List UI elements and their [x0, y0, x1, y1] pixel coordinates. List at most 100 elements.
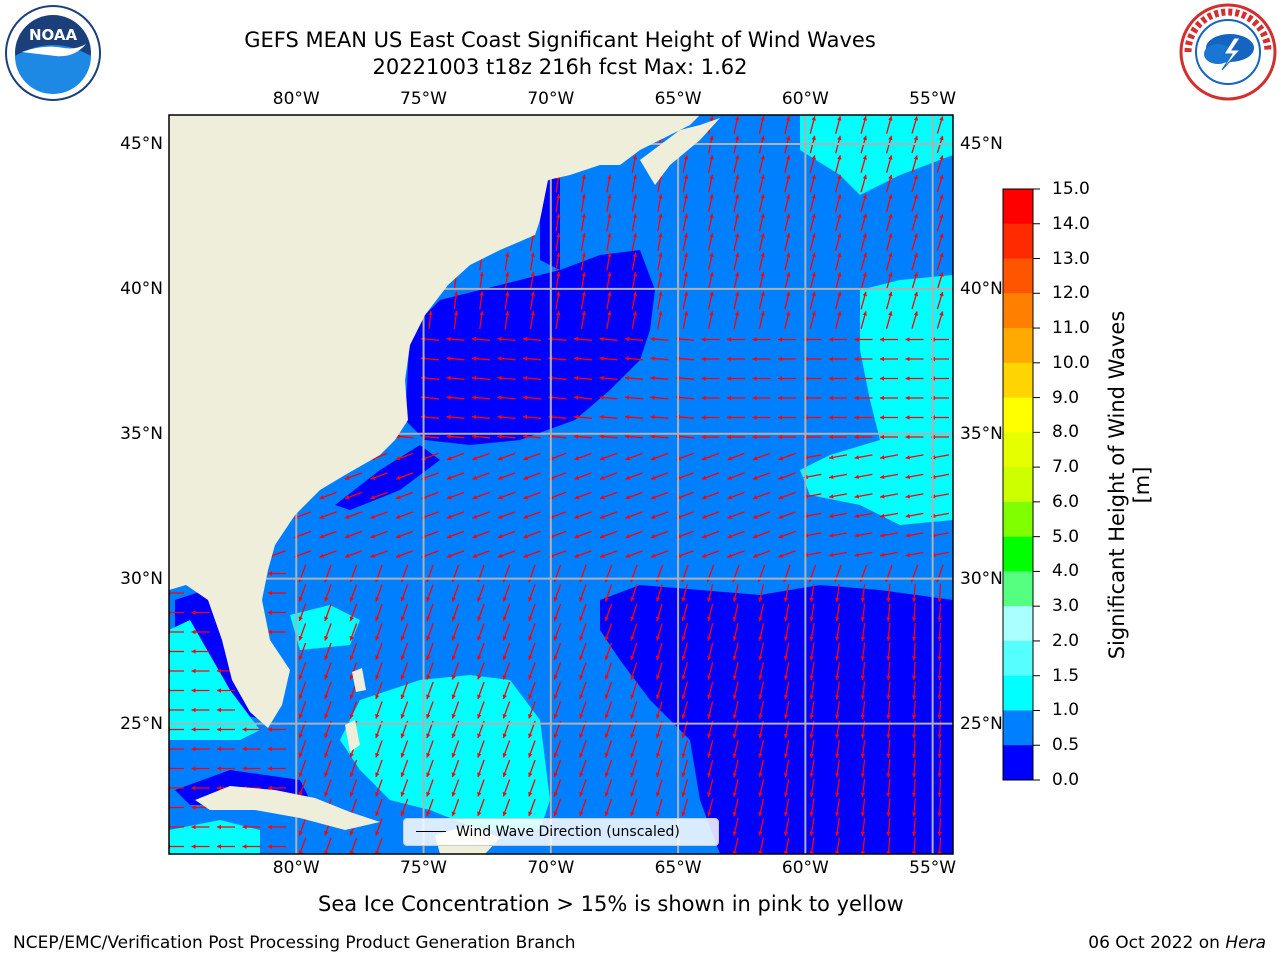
wave-direction-arrowhead [370, 514, 376, 519]
wave-direction-arrowhead [217, 844, 221, 849]
wave-direction-arrowhead [324, 830, 329, 836]
wave-direction-arrowhead [732, 733, 737, 739]
wave-direction-arrowhead [811, 291, 816, 297]
wave-direction-arrowhead [732, 655, 737, 661]
wave-direction-arrowhead [835, 597, 840, 602]
wave-direction-arrowhead [939, 233, 944, 238]
wave-direction-arrowhead [630, 772, 635, 777]
wave-direction-arrowhead [752, 395, 757, 401]
wave-direction-arrowhead [472, 414, 477, 420]
wave-direction-arrowhead [837, 174, 842, 180]
wave-direction-arrowhead [758, 655, 763, 661]
wave-direction-arrowhead [523, 395, 528, 400]
wave-direction-arrowhead [760, 135, 765, 141]
wave-direction-arrowhead [574, 456, 580, 461]
wave-direction-arrowhead [607, 252, 612, 257]
wave-direction-arrowhead [599, 336, 604, 342]
wave-direction-arrowhead [604, 811, 609, 816]
wave-direction-arrowhead [349, 713, 354, 719]
wave-direction-arrowhead [472, 553, 478, 558]
wave-direction-arrowhead [732, 811, 737, 817]
wave-direction-arrowhead [528, 752, 533, 758]
lat-tick-label: 30°N [960, 568, 1003, 589]
wave-direction-arrowhead [862, 135, 867, 141]
wave-direction-arrowhead [472, 495, 478, 500]
wave-direction-arrowhead [732, 831, 737, 836]
lat-tick-label: 45°N [120, 133, 163, 154]
wave-direction-arrowhead [683, 272, 689, 277]
wave-direction-arrowhead [735, 174, 740, 180]
wave-direction-arrowhead [477, 811, 482, 816]
wave-direction-arrowhead [396, 456, 401, 461]
wave-direction-arrowhead [880, 434, 884, 440]
wave-direction-arrowhead [939, 252, 944, 258]
wave-direction-arrowhead [707, 636, 712, 641]
map-area [169, 115, 953, 854]
wave-direction-arrowhead [630, 753, 635, 758]
wave-direction-arrowhead [375, 772, 380, 777]
wave-direction-arrowhead [681, 597, 686, 602]
wave-direction-arrowhead [727, 534, 733, 539]
wave-direction-arrowhead [939, 272, 944, 277]
wave-direction-arrowhead [472, 434, 477, 439]
wave-direction-arrowhead [574, 475, 580, 480]
wave-direction-arrowhead [217, 688, 221, 693]
wave-direction-arrowhead [829, 356, 833, 362]
wave-direction-arrowhead [709, 291, 714, 297]
wave-direction-arrowhead [502, 791, 507, 797]
wave-direction-arrowhead [913, 311, 918, 316]
wave-direction-arrowhead [727, 376, 731, 381]
wave-direction-arrowhead [683, 291, 689, 297]
wave-direction-arrowhead [783, 656, 789, 661]
wave-direction-arrowhead [502, 772, 507, 777]
wave-direction-arrowhead [854, 395, 859, 401]
wave-direction-arrowhead [319, 553, 325, 558]
wave-direction-arrowhead [242, 844, 247, 849]
wave-direction-arrowhead [809, 675, 814, 680]
wave-height-mid-regions [169, 115, 953, 854]
region-mid-caribbean [169, 820, 260, 854]
wave-direction-arrowhead [707, 655, 712, 661]
wave-direction-arrowhead [783, 753, 789, 758]
wave-direction-arrowhead [913, 291, 918, 297]
wave-direction-arrowhead [862, 272, 867, 277]
wave-direction-arrowhead [758, 831, 763, 836]
wave-direction-arrowhead [758, 636, 763, 641]
wave-direction-arrowhead [778, 415, 782, 420]
wave-direction-arrowhead [786, 252, 791, 258]
wave-direction-arrowhead [553, 694, 558, 699]
wave-direction-arrowhead [727, 514, 733, 519]
wave-direction-arrowhead [477, 752, 482, 758]
wave-direction-arrowhead [655, 636, 661, 641]
footer-date: 06 Oct 2022 on Hera [1088, 932, 1266, 954]
wave-direction-arrowhead [607, 233, 612, 238]
wave-direction-arrowhead [447, 514, 452, 519]
wave-direction-arrowhead [911, 812, 917, 817]
wave-direction-arrowhead [574, 414, 579, 420]
region-low-carolina-coast [335, 445, 440, 510]
wave-direction-arrowhead [681, 636, 686, 641]
wave-direction-arrowhead [400, 655, 405, 660]
lon-tick-label: 70°W [527, 89, 575, 109]
wave-direction-arrowhead [523, 336, 528, 342]
wave-direction-arrowhead [683, 233, 689, 238]
wave-direction-arrowhead [937, 792, 942, 797]
wave-direction-arrowhead [498, 534, 503, 539]
colorbar-tick-label: 3.0 [1052, 596, 1080, 617]
wave-direction-arrowhead [655, 655, 661, 661]
wave-direction-arrowhead [886, 714, 891, 719]
wave-direction-arrowhead [681, 616, 686, 622]
wave-direction-arrowhead [625, 534, 631, 539]
wave-direction-arrowhead [396, 534, 401, 539]
wave-direction-arrowhead [650, 356, 655, 361]
wave-direction-arrowhead [268, 766, 272, 771]
wave-direction-arrowhead [786, 174, 791, 180]
wave-direction-arrowhead [709, 194, 714, 199]
wave-direction-arrowhead [911, 597, 917, 602]
wave-direction-arrowhead [709, 252, 714, 258]
wave-direction-arrowhead [632, 252, 638, 257]
wave-direction-arrowhead [477, 713, 482, 719]
wave-direction-arrowhead [556, 311, 561, 316]
wave-direction-arrowhead [683, 155, 689, 160]
wave-direction-arrowhead [658, 194, 663, 199]
